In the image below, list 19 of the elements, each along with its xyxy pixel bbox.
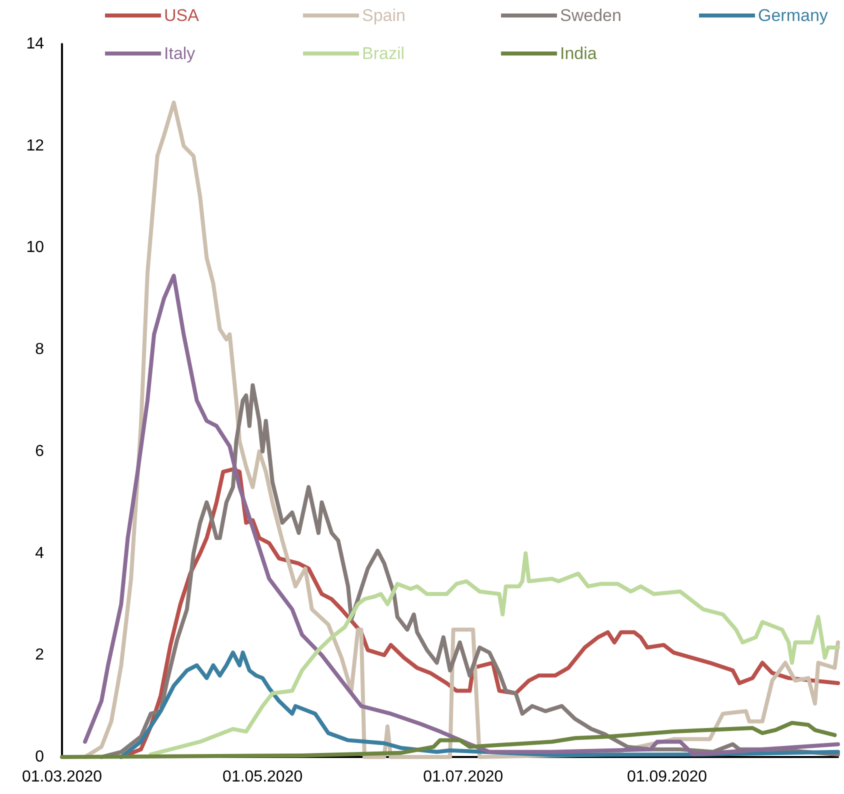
- y-tick-label: 14: [26, 36, 44, 52]
- y-tick-label: 4: [35, 544, 44, 562]
- y-tick-label: 8: [35, 341, 44, 358]
- legend-label: Spain: [362, 6, 406, 25]
- legend-label: India: [560, 44, 598, 63]
- x-tick-label: 01.07.2020: [423, 768, 504, 786]
- y-tick-label: 12: [26, 137, 44, 154]
- x-tick-label: 01.05.2020: [222, 768, 303, 786]
- x-tick-label: 01.03.2020: [22, 768, 102, 786]
- y-tick-label: 2: [35, 646, 44, 664]
- legend-label: USA: [164, 6, 200, 25]
- y-tick-label: 0: [35, 748, 44, 766]
- x-tick-label: 01.09.2020: [626, 768, 708, 786]
- legend-label: Brazil: [362, 44, 405, 63]
- y-tick-label: 10: [26, 239, 44, 256]
- legend-label: Sweden: [560, 6, 622, 25]
- legend-label: Germany: [758, 6, 828, 25]
- legend-label: Italy: [164, 44, 196, 63]
- y-tick-label: 6: [35, 442, 44, 460]
